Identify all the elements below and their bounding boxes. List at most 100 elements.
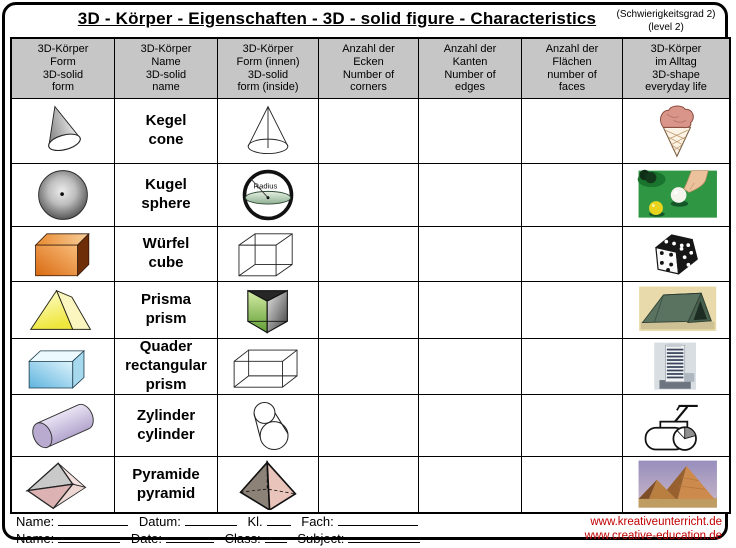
billiard-balls-image (637, 169, 717, 218)
cube-wireframe-image (238, 233, 293, 277)
header-faces: Anzahl der Flächen number of faces (522, 39, 623, 99)
pyramid-shaded-image (239, 459, 297, 510)
inside-cell-wuerfel (218, 227, 319, 282)
cone-wireframe-image (247, 105, 289, 155)
inside-cell-quader (218, 339, 319, 395)
cylinder-3d-image (32, 403, 94, 448)
everyday-cell-wuerfel (623, 227, 729, 282)
faces-cell-quader (522, 339, 623, 395)
footer-line-en: Name: Date: Class: Subject: (16, 530, 427, 547)
name-cell-kugel: Kugel sphere (115, 164, 218, 227)
corners-cell-kugel (319, 164, 419, 227)
class-label-en: Class: (224, 531, 261, 546)
rectangular-prism-wireframe-image (233, 349, 298, 388)
name-cell-quader: Quader rectangular prism (115, 339, 218, 395)
everyday-cell-prisma (623, 282, 729, 339)
corners-cell-zylinder (319, 395, 419, 457)
edges-cell-prisma (419, 282, 522, 339)
tent-image (639, 286, 717, 331)
dice-image (655, 234, 698, 275)
corners-cell-wuerfel (319, 227, 419, 282)
form-cell-kugel (12, 164, 115, 227)
class-blank-de (266, 513, 291, 526)
name-cell-wuerfel: Würfel cube (115, 227, 218, 282)
subject-blank-de (337, 513, 418, 526)
name-cell-kegel: Kegel cone (115, 99, 218, 164)
difficulty-note: (Schwierigkeitsgrad 2) (level 2) (606, 8, 726, 34)
edges-cell-quader (419, 339, 522, 395)
difficulty-de: (Schwierigkeitsgrad 2) (616, 9, 716, 20)
characteristics-table: 3D-Körper Form 3D-solid form 3D-Körper N… (10, 37, 731, 514)
edges-cell-kugel (419, 164, 522, 227)
date-blank-de (184, 513, 237, 526)
cone-3d-image (48, 105, 81, 152)
date-blank-en (166, 530, 214, 543)
faces-cell-wuerfel (522, 227, 623, 282)
corners-cell-kegel (319, 99, 419, 164)
page-title: 3D - Körper - Eigenschaften - 3D - solid… (77, 9, 597, 28)
date-label-en: Date: (130, 531, 162, 546)
form-cell-quader (12, 339, 115, 395)
faces-cell-kegel (522, 99, 623, 164)
corners-cell-prisma (319, 282, 419, 339)
edges-cell-kegel (419, 99, 522, 164)
name-cell-pyramide: Pyramide pyramid (115, 457, 218, 512)
inside-cell-kegel (218, 99, 319, 164)
form-cell-wuerfel (12, 227, 115, 282)
everyday-cell-quader (623, 339, 729, 395)
inside-cell-kugel: Radius (218, 164, 319, 227)
name-cell-prisma: Prisma prism (115, 282, 218, 339)
tower-building-image (654, 342, 697, 390)
form-cell-kegel (12, 99, 115, 164)
edges-cell-zylinder (419, 395, 522, 457)
footer-line-de: Name: Datum: Kl. Fach: (16, 513, 427, 530)
website-de: www.kreativeunterricht.de (590, 516, 722, 528)
edges-cell-pyramide (419, 457, 522, 512)
ice-cream-cone-image (660, 105, 694, 158)
name-blank-en (58, 530, 121, 543)
difficulty-en: (level 2) (648, 22, 684, 33)
form-cell-pyramide (12, 457, 115, 512)
website-urls: www.kreativeunterricht.de www.creative-e… (585, 515, 722, 543)
corners-cell-pyramide (319, 457, 419, 512)
cylinder-wireframe-image (253, 401, 289, 450)
inside-cell-prisma (218, 282, 319, 339)
form-cell-prisma (12, 282, 115, 339)
faces-cell-zylinder (522, 395, 623, 457)
cube-3d-image (34, 232, 90, 277)
class-blank-en (264, 530, 287, 543)
rectangular-prism-3d-image (28, 349, 85, 389)
sphere-3d-image (38, 170, 88, 220)
header-form-inside: 3D-Körper Form (innen) 3D-solid form (in… (218, 39, 319, 99)
class-label-de: Kl. (247, 514, 263, 529)
name-blank-de (58, 513, 129, 526)
pyramids-of-giza-image (638, 460, 717, 508)
faces-cell-kugel (522, 164, 623, 227)
header-form: 3D-Körper Form 3D-solid form (12, 39, 115, 99)
everyday-cell-zylinder (623, 395, 729, 457)
name-cell-zylinder: Zylinder cylinder (115, 395, 218, 457)
website-en: www.creative-education.de (584, 530, 722, 542)
everyday-cell-kegel (623, 99, 729, 164)
triangular-prism-3d-image (29, 289, 92, 330)
subject-label-en: Subject: (297, 531, 345, 546)
everyday-cell-pyramide (623, 457, 729, 512)
header-edges: Anzahl der Kanten Number of edges (419, 39, 522, 99)
radius-label: Radius (254, 182, 278, 191)
subject-label-de: Fach: (301, 514, 334, 529)
inside-cell-zylinder (218, 395, 319, 457)
subject-blank-en (348, 530, 421, 543)
edges-cell-wuerfel (419, 227, 522, 282)
sphere-cross-section-image: Radius (242, 169, 294, 221)
pyramid-3d-image (25, 461, 87, 509)
header-everyday: 3D-Körper im Alltag 3D-shape everyday li… (623, 39, 729, 99)
faces-cell-prisma (522, 282, 623, 339)
footer-fields: Name: Datum: Kl. Fach: Name: Date: Class… (16, 513, 427, 547)
triangular-prism-shaded-image (247, 289, 288, 334)
header-name: 3D-Körper Name 3D-solid name (115, 39, 218, 99)
date-label-de: Datum: (138, 514, 181, 529)
name-label-de: Name: (16, 514, 55, 529)
name-label-en: Name: (16, 531, 55, 546)
everyday-cell-kugel (623, 164, 729, 227)
header-corners: Anzahl der Ecken Number of corners (319, 39, 419, 99)
